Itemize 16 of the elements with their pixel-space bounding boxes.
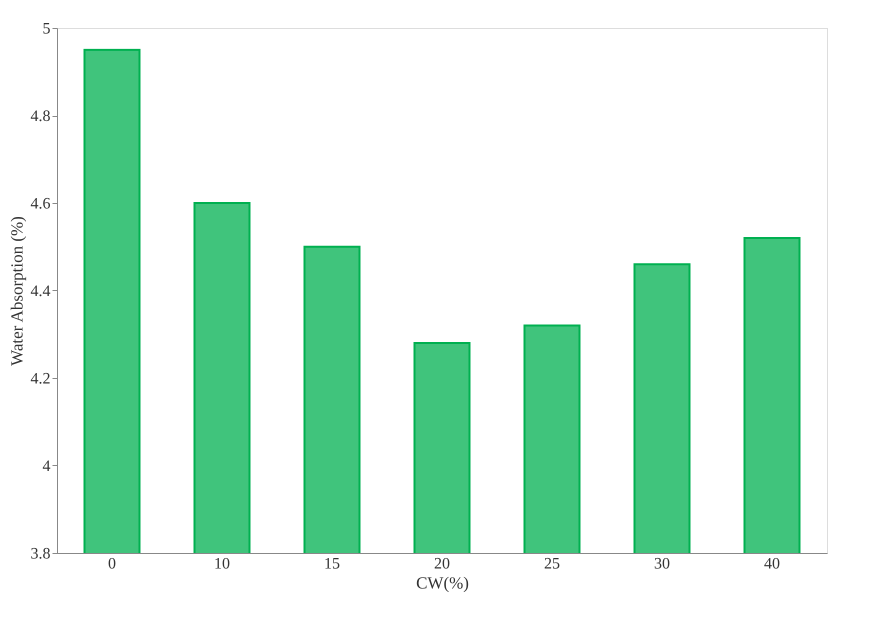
y-tick-label: 4.2 [30, 370, 50, 388]
y-tick-label: 3.8 [30, 546, 50, 562]
y-axis-title: Water Absorption (%) [8, 216, 26, 366]
x-tick-label: 30 [654, 556, 670, 572]
y-tick-label: 5 [42, 20, 50, 38]
x-tick-label: 15 [324, 556, 340, 572]
y-tick-label: 4.6 [30, 196, 50, 212]
x-tick-label: 0 [108, 556, 116, 572]
x-tick-label: 40 [764, 556, 780, 572]
y-tick-label: 4.4 [30, 283, 50, 300]
x-tick-label: 25 [544, 556, 560, 572]
x-tick-label: 10 [214, 556, 230, 572]
x-axis-title: CW(%) [416, 574, 469, 592]
x-tick-label: 20 [434, 556, 450, 572]
y-tick-label: 4 [42, 458, 50, 475]
y-tick-label: 4.8 [30, 108, 50, 125]
